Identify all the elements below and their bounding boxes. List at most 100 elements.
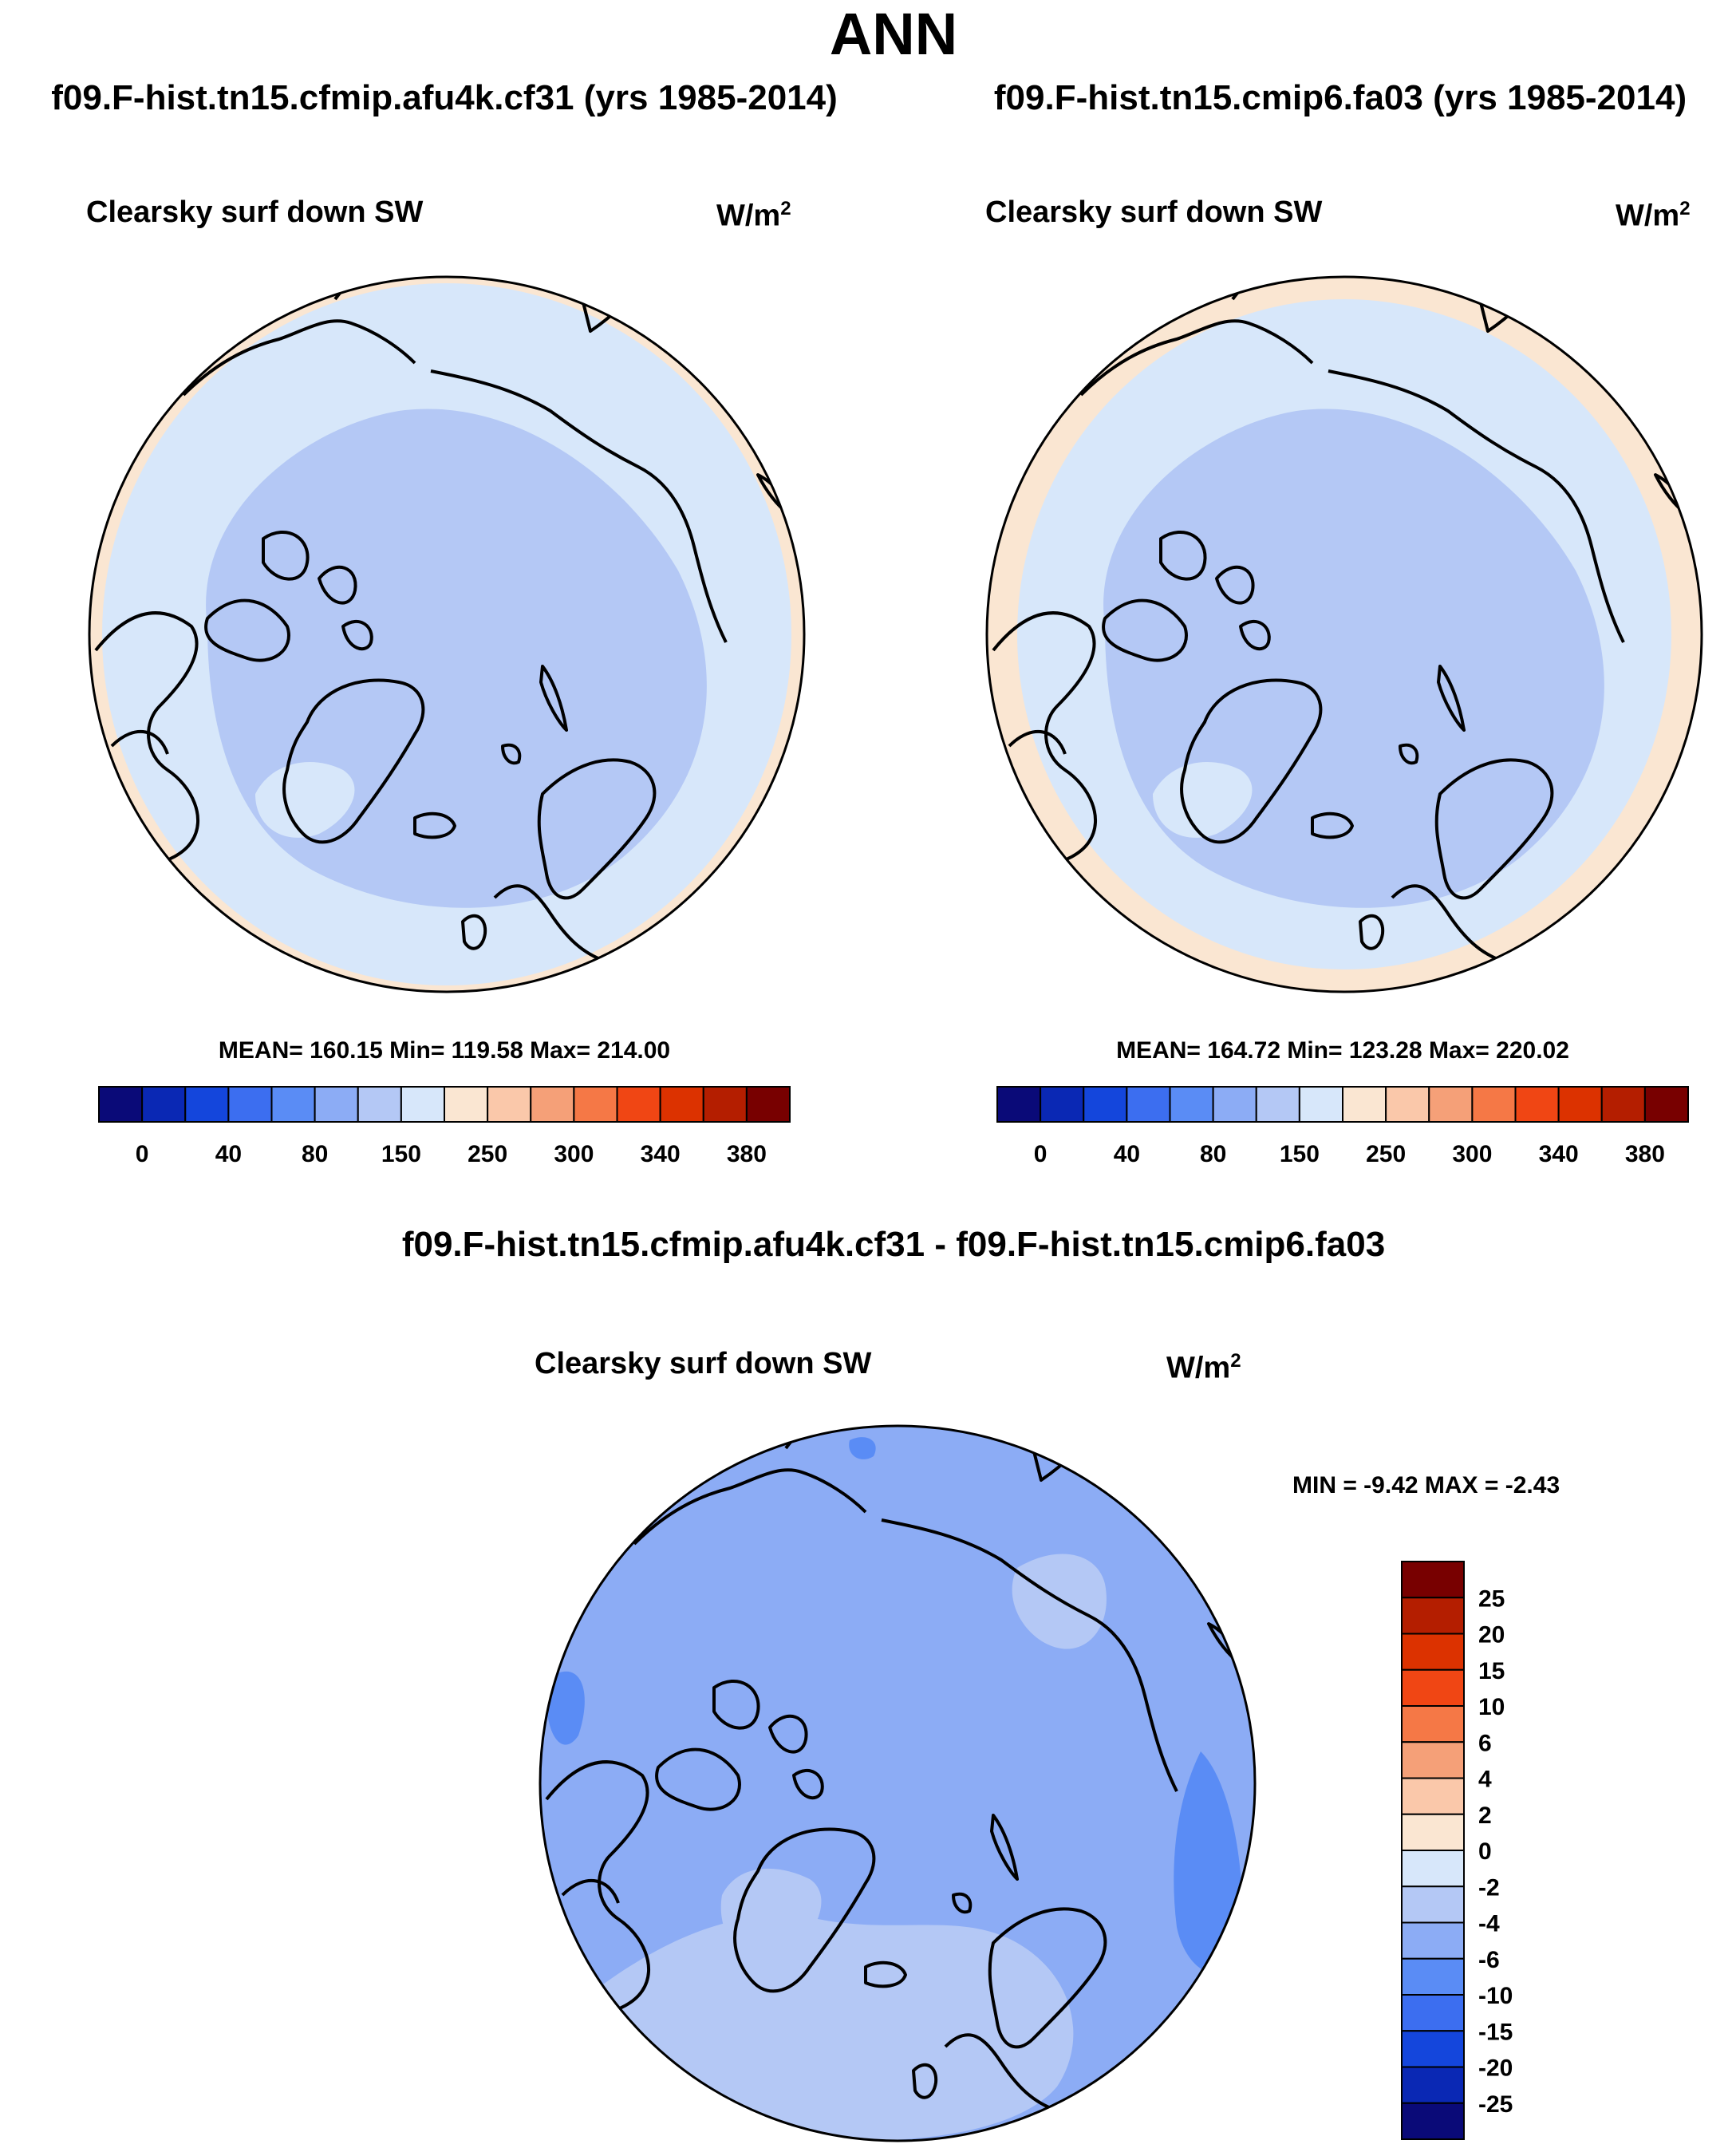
colorbar-diff-box-3 (1401, 1668, 1465, 1707)
panel-right-title: f09.F-hist.tn15.cmip6.fa03 (yrs 1985-201… (993, 78, 1687, 117)
colorbar-right-tick-label: 380 (1625, 1141, 1665, 1167)
colorbar-right-box-0 (996, 1086, 1042, 1123)
map-diff-region-atlantic (594, 1915, 1074, 2141)
colorbar-left-box-2 (184, 1086, 230, 1123)
colorbar-diff-box-1 (1401, 1597, 1465, 1635)
diff-panel-variable: Clearsky surf down SW (535, 1347, 872, 1380)
panel-left-title: f09.F-hist.tn15.cfmip.afu4k.cf31 (yrs 19… (51, 78, 838, 117)
colorbar-diff-tick-label: -2 (1478, 1874, 1500, 1901)
colorbar-left-tick-label: 40 (215, 1141, 242, 1167)
colorbar-left-box-6 (357, 1086, 402, 1123)
colorbar-left-box-0 (98, 1086, 144, 1123)
map-diff-outline (539, 1424, 1257, 2142)
colorbar-left-box-1 (141, 1086, 187, 1123)
colorbar-left-box-13 (659, 1086, 704, 1123)
colorbar-right-box-4 (1169, 1086, 1214, 1123)
colorbar-left-tick-label: 150 (381, 1141, 421, 1167)
colorbar-diff-tick-label: 2 (1478, 1803, 1492, 1829)
colorbar-left-box-5 (314, 1086, 359, 1123)
colorbar-left-box-4 (270, 1086, 316, 1123)
map-left-outline (88, 275, 806, 993)
colorbar-diff-box-10 (1401, 1921, 1465, 1960)
colorbar-diff-box-4 (1401, 1705, 1465, 1743)
panel-left-units: W/m2 (716, 198, 791, 233)
colorbar-diff-box-13 (1401, 2030, 1465, 2068)
colorbar-diff-box-9 (1401, 1885, 1465, 1924)
colorbar-diff-box-8 (1401, 1850, 1465, 1888)
panel-right-variable: Clearsky surf down SW (985, 195, 1323, 229)
colorbar-right-box-13 (1557, 1086, 1603, 1123)
colorbar-diff-box-5 (1401, 1741, 1465, 1779)
map-diff-region-north (849, 1437, 876, 1459)
colorbar-left-box-8 (444, 1086, 489, 1123)
colorbar-diff-tick-label: 4 (1478, 1767, 1492, 1793)
colorbar-diff-tick-label: -20 (1478, 2055, 1513, 2082)
colorbar-right-box-15 (1643, 1086, 1689, 1123)
colorbar-right-box-2 (1083, 1086, 1128, 1123)
colorbar-left-box-3 (227, 1086, 273, 1123)
map-left-greenland-region (255, 762, 355, 838)
colorbar-diff-tick-label: -6 (1478, 1947, 1500, 1973)
diff-panel-units: W/m2 (1166, 1350, 1241, 1385)
colorbar-diff-box-0 (1401, 1561, 1465, 1599)
colorbar-right-box-6 (1255, 1086, 1300, 1123)
map-diff (539, 1424, 1257, 2142)
colorbar-right-tick-label: 0 (1034, 1141, 1048, 1167)
map-right-outline (985, 275, 1703, 993)
colorbar-left-tick-label: 250 (468, 1141, 507, 1167)
colorbar-left: 0 40 80 150 250 300 340 380 (98, 1086, 791, 1167)
colorbar-diff-tick-label: -25 (1478, 2091, 1513, 2118)
colorbar-right-box-5 (1212, 1086, 1257, 1123)
colorbar-diff-box-14 (1401, 2066, 1465, 2104)
colorbar-diff-box-11 (1401, 1957, 1465, 1996)
colorbar-left-tick-label: 380 (727, 1141, 767, 1167)
colorbar-diff-tick-label: 20 (1478, 1622, 1505, 1649)
colorbar-left-tick-label: 0 (136, 1141, 149, 1167)
colorbar-diff-tick-label: 6 (1478, 1730, 1492, 1756)
colorbar-right-box-10 (1428, 1086, 1474, 1123)
colorbar-left-tick-label: 340 (641, 1141, 681, 1167)
colorbar-diff-tick-label: 10 (1478, 1694, 1505, 1720)
diff-panel-title: f09.F-hist.tn15.cfmip.afu4k.cf31 - f09.F… (401, 1225, 1386, 1264)
colorbar-left-box-7 (400, 1086, 445, 1123)
colorbar-diff-tick-label: 15 (1478, 1658, 1505, 1684)
map-diff-region-northwest (546, 1671, 585, 1745)
colorbar-left-tick-label: 300 (554, 1141, 594, 1167)
map-right-greenland-region (1153, 762, 1253, 838)
colorbar-right-box-1 (1040, 1086, 1085, 1123)
colorbar-diff-box-7 (1401, 1813, 1465, 1851)
colorbar-right: 0 40 80 150 250 300 340 380 (996, 1086, 1689, 1167)
colorbar-right-tick-label: 340 (1539, 1141, 1579, 1167)
colorbar-right-tick-label: 250 (1366, 1141, 1406, 1167)
colorbar-right-box-8 (1342, 1086, 1387, 1123)
colorbar-right-box-7 (1298, 1086, 1343, 1123)
colorbar-right-box-3 (1126, 1086, 1171, 1123)
colorbar-diff-tick-label: 25 (1478, 1585, 1505, 1612)
colorbar-left-box-14 (702, 1086, 748, 1123)
colorbar-right-tick-label: 150 (1280, 1141, 1320, 1167)
colorbar-left-box-11 (573, 1086, 618, 1123)
panel-right-units: W/m2 (1616, 198, 1691, 233)
colorbar-diff-box-6 (1401, 1777, 1465, 1815)
colorbar-diff-box-12 (1401, 1994, 1465, 2032)
colorbar-diff-tick-label: -10 (1478, 1983, 1513, 2009)
colorbar-right-tick-label: 80 (1200, 1141, 1226, 1167)
colorbar-diff-tick-label: 0 (1478, 1838, 1492, 1865)
colorbar-left-box-10 (530, 1086, 575, 1123)
colorbar-right-box-14 (1600, 1086, 1646, 1123)
panel-left-stats: MEAN= 160.15 Min= 119.58 Max= 214.00 (218, 1037, 671, 1064)
colorbar-diff-box-15 (1401, 2102, 1465, 2140)
colorbar-diff-tick-label: -15 (1478, 2019, 1513, 2045)
panel-left-variable: Clearsky surf down SW (86, 195, 424, 229)
map-right (985, 275, 1703, 993)
colorbar-left-tick-label: 80 (302, 1141, 328, 1167)
colorbar-left-box-9 (487, 1086, 532, 1123)
colorbar-left-box-12 (616, 1086, 661, 1123)
map-left (88, 275, 806, 993)
main-title: ANN (829, 1, 958, 67)
colorbar-right-box-12 (1514, 1086, 1560, 1123)
map-diff-region-east (1174, 1751, 1243, 1974)
colorbar-diff-tick-label: -4 (1478, 1911, 1500, 1937)
colorbar-right-tick-label: 300 (1452, 1141, 1492, 1167)
